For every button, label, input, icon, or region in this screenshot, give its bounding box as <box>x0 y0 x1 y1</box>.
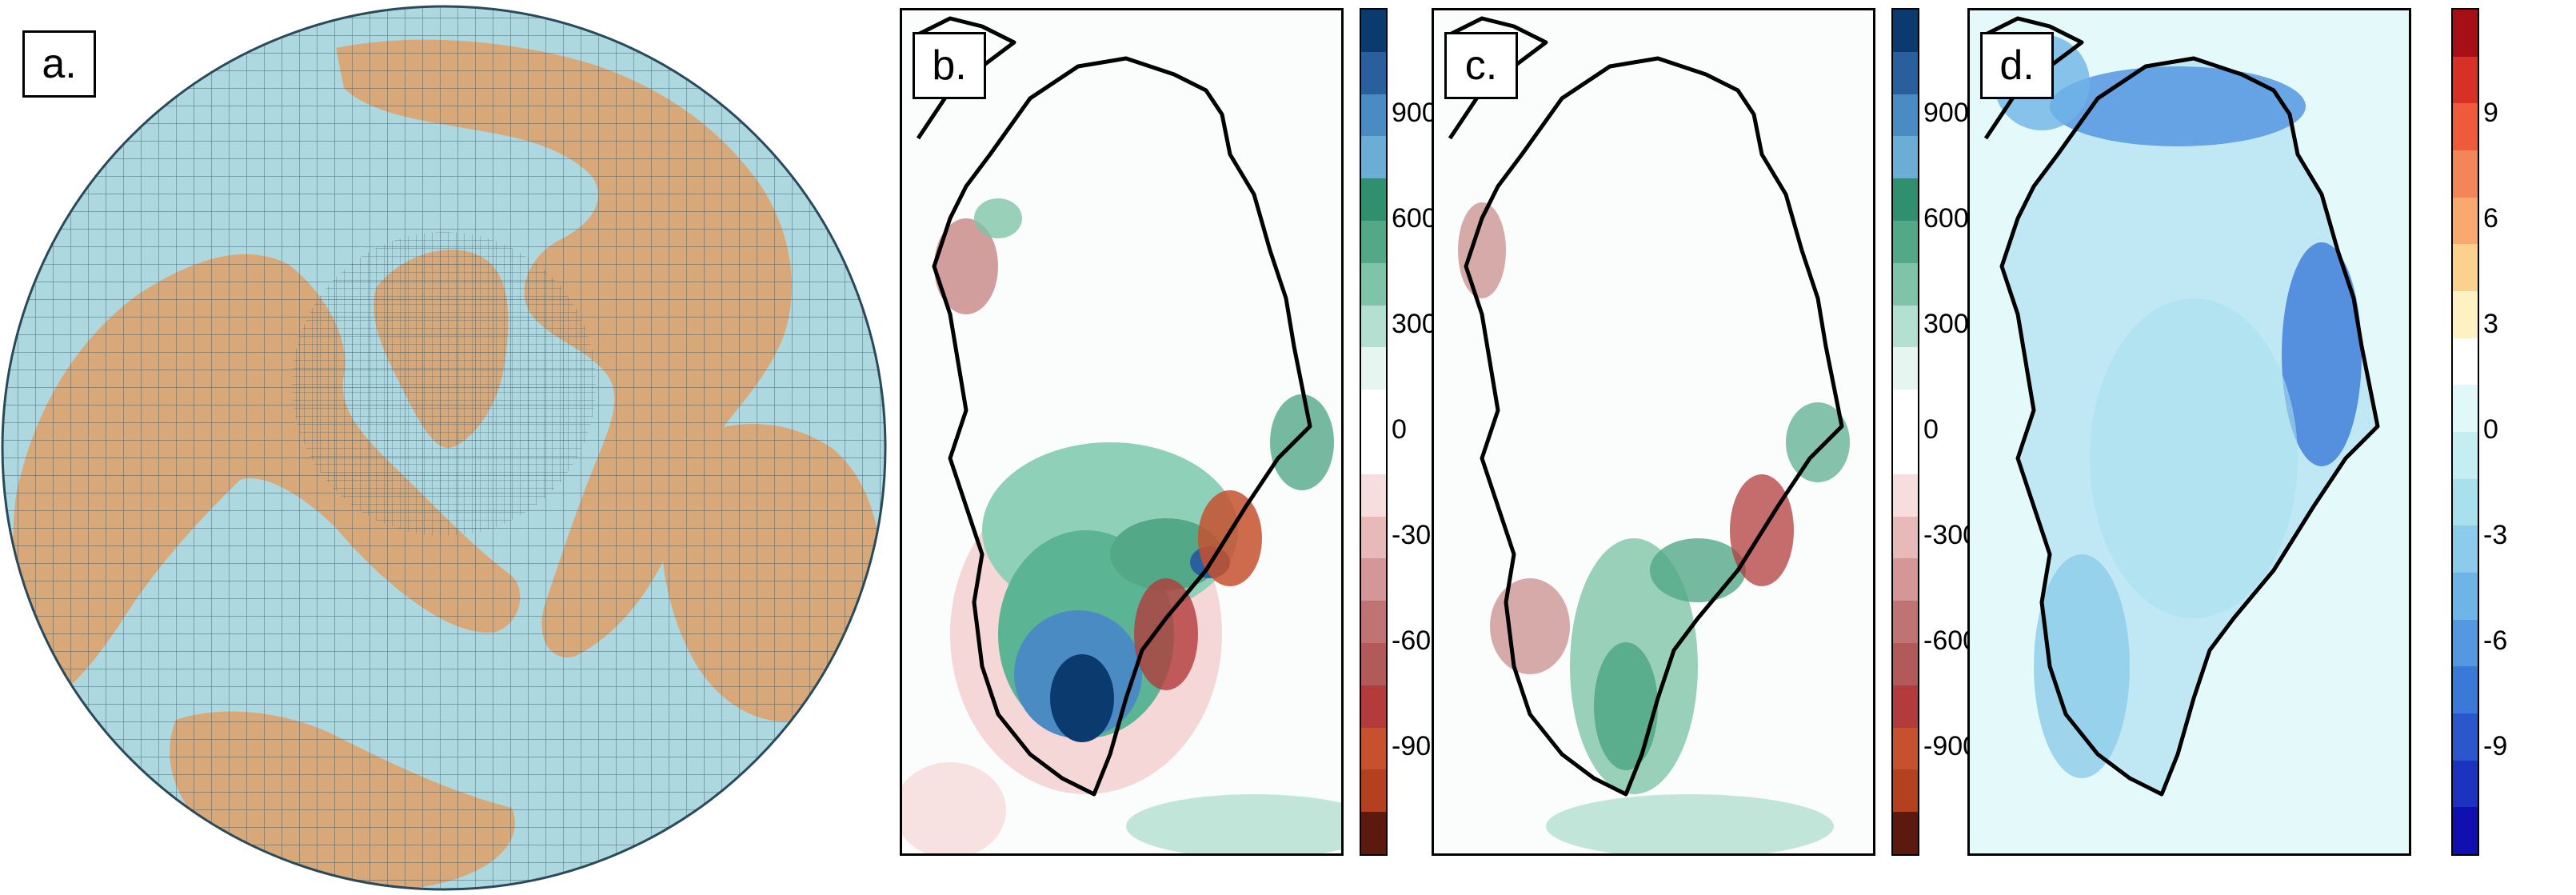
colorbar-tick-label: 0 <box>1392 414 1407 445</box>
colorbar-segment <box>1361 685 1386 728</box>
colorbar-segment <box>1893 136 1918 179</box>
colorbar-segment <box>1361 51 1386 94</box>
colorbar-segment <box>1893 473 1918 517</box>
colorbar-segment <box>2453 760 2478 808</box>
colorbar-tick-label: -6 <box>2483 625 2508 656</box>
panel-c-label: c. <box>1444 32 1518 99</box>
colorbar-segment <box>1893 94 1918 137</box>
panel-a: a. <box>0 0 888 895</box>
colorbar-segment <box>2453 713 2478 761</box>
colorbar-tick-label: 0 <box>2483 414 2498 445</box>
colorbar-tick-label: -3 <box>2483 520 2508 550</box>
colorbar-segment <box>1361 136 1386 179</box>
colorbar-tick-label: 300 <box>1923 309 1969 339</box>
colorbar-segment <box>1361 262 1386 306</box>
colorbar-segment <box>2453 478 2478 526</box>
colorbar-tick-label: 9 <box>2483 98 2498 128</box>
colorbar-segment <box>1361 305 1386 348</box>
colorbar-segment <box>2453 338 2478 386</box>
colorbar-d <box>2451 8 2479 856</box>
colorbar-segment <box>1893 769 1918 813</box>
colorbar-segment <box>1893 727 1918 770</box>
colorbar-segment <box>1361 10 1386 52</box>
greenland-map-d <box>1970 10 2409 853</box>
colorbar-segment <box>1361 347 1386 390</box>
colorbar-segment <box>2453 619 2478 667</box>
colorbar-segment <box>1893 431 1918 474</box>
colorbar-segment <box>2453 807 2478 854</box>
colorbar-segment <box>1893 178 1918 221</box>
colorbar-segment <box>1893 51 1918 94</box>
colorbar-tick-label: 300 <box>1392 309 1437 339</box>
colorbar-d-ticks: 9 6 3 0 -3 -6 -9 <box>2483 8 2531 856</box>
colorbar-segment <box>1893 516 1918 559</box>
colorbar-tick-label: 900 <box>1392 98 1437 128</box>
colorbar-tick-label: 0 <box>1923 414 1939 445</box>
panel-b-plot <box>900 8 1344 856</box>
colorbar-segment <box>1361 642 1386 685</box>
colorbar-tick-label: 3 <box>2483 309 2498 339</box>
colorbar-segment <box>1893 601 1918 643</box>
colorbar-b <box>1360 8 1388 856</box>
refined-grid-region <box>292 232 596 536</box>
colorbar-b-ticks: 900 600 300 0 -300 -600 -900 <box>1392 8 1446 856</box>
colorbar-segment <box>2453 56 2478 104</box>
colorbar-segment <box>1893 262 1918 306</box>
colorbar-segment <box>1361 473 1386 517</box>
colorbar-segment <box>1893 812 1918 854</box>
panel-c-plot <box>1432 8 1875 856</box>
colorbar-segment <box>2453 431 2478 479</box>
colorbar-segment <box>1361 516 1386 559</box>
colorbar-segment <box>1893 10 1918 52</box>
colorbar-segment <box>1893 305 1918 348</box>
panel-d: d. 9 6 3 0 -3 -6 -9 <box>1967 0 2576 895</box>
colorbar-segment <box>2453 244 2478 291</box>
colorbar-segment <box>1893 220 1918 263</box>
colorbar-segment <box>1361 178 1386 221</box>
panel-b: b. 900 600 300 0 -300 -600 -900 <box>900 0 1446 895</box>
colorbar-segment <box>1893 558 1918 601</box>
colorbar-tick-label: 600 <box>1923 203 1969 234</box>
colorbar-segment <box>1361 431 1386 474</box>
colorbar-segment <box>1361 727 1386 770</box>
panel-d-plot <box>1967 8 2411 856</box>
colorbar-segment <box>1361 812 1386 854</box>
colorbar-segment <box>2453 103 2478 150</box>
colorbar-segment <box>1361 769 1386 813</box>
colorbar-segment <box>1893 390 1918 432</box>
panel-c: c. 900 600 300 0 -300 -600 -900 <box>1432 0 1978 895</box>
colorbar-segment <box>1361 390 1386 432</box>
colorbar-segment <box>1893 347 1918 390</box>
colorbar-tick-label: 900 <box>1923 98 1969 128</box>
colorbar-tick-label: -9 <box>2483 731 2508 761</box>
greenland-map-b <box>902 10 1341 853</box>
panel-d-label: d. <box>1980 32 2054 99</box>
colorbar-tick-label: 600 <box>1392 203 1437 234</box>
colorbar-segment <box>2453 290 2478 338</box>
colorbar-segment <box>2453 666 2478 713</box>
colorbar-segment <box>1361 558 1386 601</box>
colorbar-segment <box>1893 642 1918 685</box>
colorbar-c-ticks: 900 600 300 0 -300 -600 -900 <box>1923 8 1978 856</box>
panel-a-label: a. <box>22 30 96 98</box>
globe-map <box>1 5 887 891</box>
greenland-map-c <box>1434 10 1873 853</box>
colorbar-c <box>1891 8 1919 856</box>
colorbar-segment <box>2453 10 2478 57</box>
colorbar-tick-label: 6 <box>2483 203 2498 234</box>
colorbar-segment <box>1361 94 1386 137</box>
colorbar-segment <box>1361 601 1386 643</box>
colorbar-segment <box>1893 685 1918 728</box>
colorbar-segment <box>2453 572 2478 620</box>
colorbar-segment <box>2453 525 2478 573</box>
colorbar-segment <box>1361 220 1386 263</box>
colorbar-segment <box>2453 150 2478 198</box>
panel-b-label: b. <box>913 32 986 99</box>
colorbar-segment <box>2453 385 2478 432</box>
colorbar-segment <box>2453 197 2478 245</box>
